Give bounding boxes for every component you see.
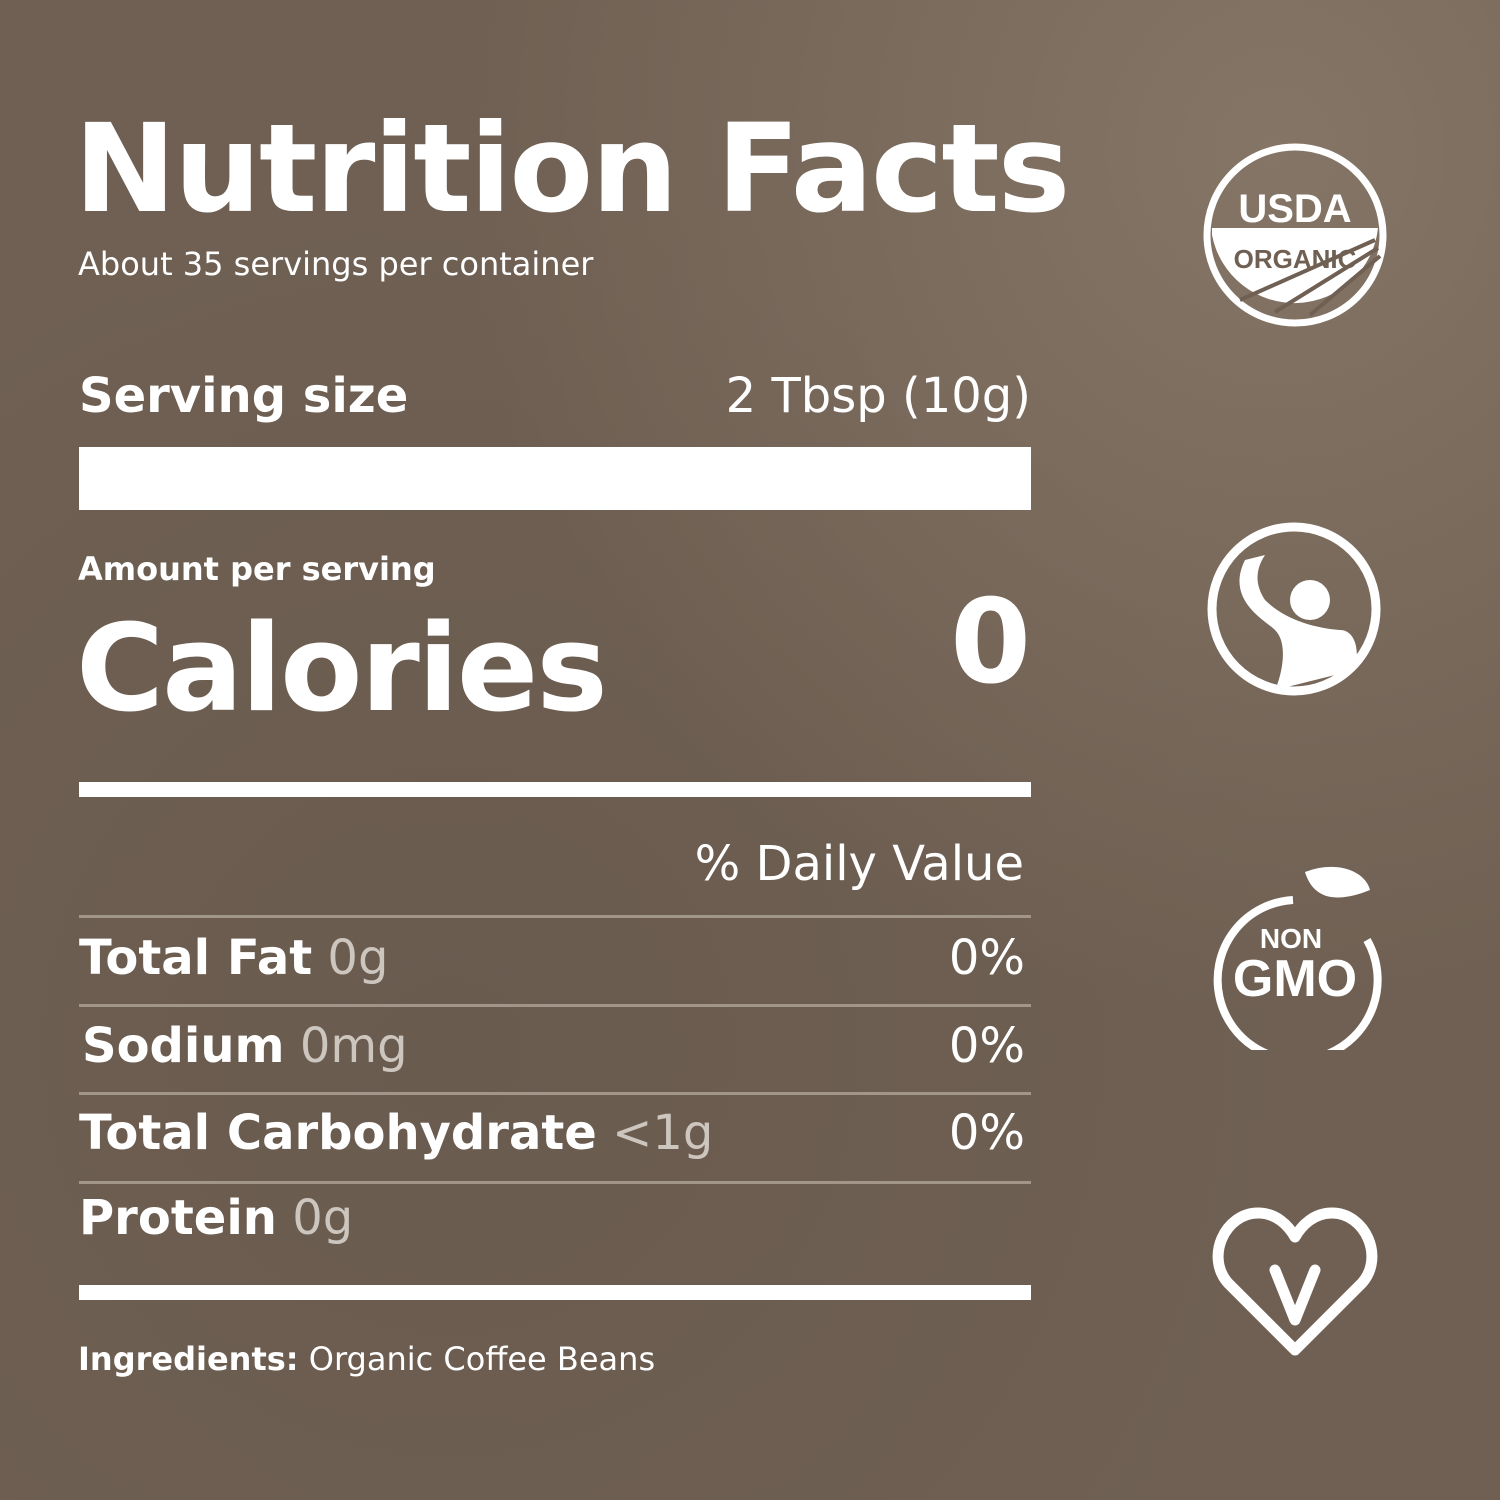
serving-size-label: Serving size — [79, 368, 409, 424]
fair-trade-icon — [1207, 522, 1381, 696]
divider — [79, 915, 1031, 918]
serving-size-row: Serving size 2 Tbsp (10g) — [79, 368, 1031, 424]
nutrient-row: Sodium 0mg 0% — [82, 1018, 1031, 1074]
nutrient-dv: 0% — [948, 930, 1025, 986]
page-title: Nutrition Facts — [74, 98, 1070, 240]
nutrient-amount: 0mg — [299, 1018, 408, 1074]
nutrient-name: Sodium — [82, 1018, 285, 1074]
divider — [79, 1004, 1031, 1007]
amount-per-serving: Amount per serving — [78, 550, 436, 588]
ingredients-value: Organic Coffee Beans — [308, 1340, 656, 1378]
nutrient-amount: <1g — [612, 1105, 714, 1161]
nutrient-amount: 0g — [292, 1190, 354, 1246]
calories-label: Calories — [76, 600, 608, 739]
ingredients: Ingredients: Organic Coffee Beans — [78, 1340, 655, 1378]
servings-per-container: About 35 servings per container — [78, 245, 594, 283]
serving-size-value: 2 Tbsp (10g) — [725, 368, 1031, 424]
calories-value: 0 — [950, 575, 1031, 710]
usda-text: USDA — [1238, 187, 1351, 231]
nutrient-name: Protein — [79, 1190, 277, 1246]
nutrient-amount: 0g — [327, 930, 389, 986]
nutrient-name: Total Carbohydrate — [79, 1105, 597, 1161]
nutrient-name: Total Fat — [79, 930, 313, 986]
non-text: NON — [1260, 923, 1322, 954]
divider — [79, 1092, 1031, 1095]
nutrient-row: Total Carbohydrate <1g 0% — [79, 1105, 1031, 1161]
gmo-text: GMO — [1233, 950, 1357, 1008]
divider — [79, 1181, 1031, 1184]
vegan-heart-icon — [1212, 1207, 1378, 1356]
bottom-divider — [79, 1285, 1031, 1300]
daily-value-header: % Daily Value — [694, 836, 1024, 892]
ingredients-label: Ingredients: — [78, 1340, 299, 1378]
medium-divider — [79, 782, 1031, 797]
usda-organic-icon: USDA ORGANIC — [1203, 143, 1387, 327]
nutrient-row: Protein 0g — [79, 1190, 1031, 1246]
nutrient-row: Total Fat 0g 0% — [79, 930, 1031, 986]
non-gmo-icon: NON GMO — [1213, 866, 1382, 1050]
thick-divider — [79, 447, 1031, 510]
nutrient-dv: 0% — [948, 1105, 1025, 1161]
nutrient-dv: 0% — [948, 1018, 1025, 1074]
organic-text: ORGANIC — [1234, 244, 1357, 274]
